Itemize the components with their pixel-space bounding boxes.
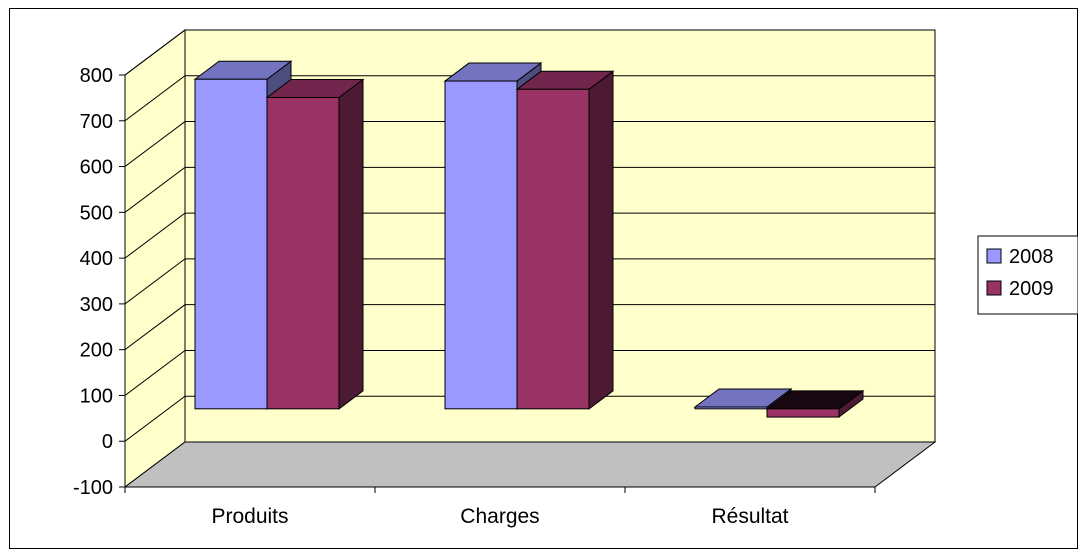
- bar-2008-2[interactable]: [694, 406, 768, 410]
- gridline: [124, 258, 935, 305]
- y-tick-label: 300: [80, 294, 113, 316]
- y-tick-label: 800: [80, 65, 113, 87]
- y-tick-label: 0: [102, 431, 113, 453]
- bar-2008-0[interactable]: [194, 78, 268, 410]
- y-tick-label: 500: [80, 202, 113, 224]
- gridline: [124, 121, 935, 167]
- y-tick-label: 100: [80, 385, 113, 407]
- legend-swatch: [986, 248, 1002, 264]
- bar-side: [588, 70, 614, 410]
- bar-2009-2[interactable]: [766, 408, 840, 418]
- gridline: [124, 166, 935, 213]
- bar-2009-1[interactable]: [516, 88, 590, 410]
- gridline: [124, 29, 935, 76]
- y-tick-label: -100: [73, 477, 113, 499]
- y-tick-label: 400: [80, 248, 113, 270]
- x-category-label: Charges: [460, 505, 539, 528]
- x-category-label: Résultat: [711, 505, 788, 528]
- gridline: [124, 395, 935, 442]
- bar-side: [338, 78, 364, 410]
- bar-2008-1[interactable]: [444, 80, 518, 410]
- gridline: [124, 349, 935, 396]
- floor: [123, 441, 937, 488]
- bar-2009-0[interactable]: [266, 97, 340, 410]
- legend-label: 2008: [1009, 246, 1054, 268]
- legend-swatch: [986, 280, 1002, 296]
- y-tick-label: 700: [80, 111, 113, 133]
- y-tick-label: 600: [80, 157, 113, 179]
- gridline: [124, 212, 935, 259]
- gridline: [124, 304, 935, 351]
- gridline: [124, 75, 935, 122]
- y-tick-label: 200: [80, 340, 113, 362]
- legend-label: 2009: [1009, 278, 1054, 300]
- x-category-label: Produits: [211, 505, 288, 528]
